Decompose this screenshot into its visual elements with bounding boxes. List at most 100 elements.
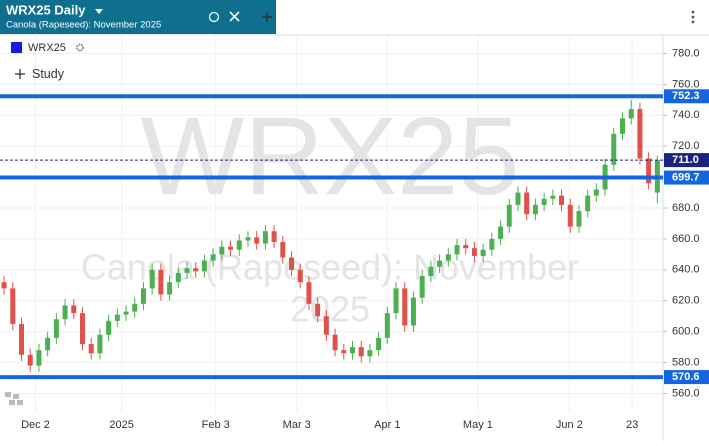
y-tick-label: 620.0 [672,295,700,307]
candle-body [567,204,573,227]
symbol-title: WRX25 Daily [6,2,86,17]
y-tick-label: 740.0 [672,109,700,121]
level-tag [664,170,709,185]
candle-body [236,240,242,250]
candle-body [271,231,277,243]
candle-body [480,249,486,256]
candle-body [289,257,295,270]
candle-body [419,276,425,298]
candle-body [45,337,51,351]
candle-body [184,268,190,273]
symbol-subtitle: Canola (Rapeseed): November 2025 [6,20,161,31]
candle-body [228,246,234,250]
candle-body [393,288,399,314]
candle-body [140,288,146,304]
watermark-text: 2025 [290,289,370,330]
candle-body [149,269,155,289]
legend-swatch [11,42,22,53]
candle-body [132,303,138,312]
menu-icon[interactable] [691,10,695,24]
candle-body [384,313,390,338]
candle-body [262,231,268,244]
candle-body [593,189,599,196]
candle-body [489,238,495,250]
add-tab-icon[interactable] [262,12,272,22]
y-tick-label: 640.0 [672,264,700,276]
close-icon[interactable] [229,11,240,22]
candle-body [437,260,443,267]
level-tag [664,370,709,385]
study-button[interactable]: Study [32,67,65,81]
y-tick-label: 580.0 [672,356,700,368]
candle-body [358,347,364,357]
watermark-text: Canola (Rapeseed): November [81,247,579,288]
dropdown-icon[interactable] [95,9,103,14]
y-tick-label: 780.0 [672,47,700,59]
candle-body [315,303,321,317]
candle-body [27,354,33,366]
candle-body [79,313,85,345]
candle-body [550,195,556,199]
x-tick-label: Apr 1 [374,419,400,431]
candle-body [532,204,538,215]
candle-body [306,282,312,304]
candle-body [167,282,173,295]
candle-body [123,311,129,315]
candle-body [219,246,225,255]
candle-body [367,350,373,357]
y-tick-label: 560.0 [672,387,700,399]
level-label: 752.3 [672,90,700,102]
candle-body [576,211,582,227]
y-tick-label: 680.0 [672,202,700,214]
x-tick-label: Feb 3 [202,419,230,431]
pin-icon[interactable] [208,11,220,23]
level-tag [664,89,709,104]
plot [0,94,663,380]
candle-body [280,242,286,258]
candle-body [332,334,338,351]
y-tick-label: 600.0 [672,326,700,338]
y-tick-label: 760.0 [672,78,700,90]
last-price-tag [664,153,709,168]
candle-body [541,198,547,205]
candle-body [323,316,329,335]
candle-body [376,337,382,351]
candle-body [506,204,512,227]
candle-body [158,269,164,295]
candle-body [62,305,68,320]
candle-body [193,268,199,272]
x-tick-label: Dec 2 [21,419,50,431]
last-price-label: 711.0 [672,154,699,166]
candle-body [619,118,625,134]
candle-body [585,195,591,212]
x-tick-label: 23 [626,419,638,431]
x-tick-label: May 1 [463,419,493,431]
candle-body [254,237,260,244]
candle-body [297,269,303,283]
candle-body [175,272,181,283]
candle-body [71,305,77,314]
level-label: 570.6 [672,371,700,383]
candle-body [515,192,521,205]
candle-body [611,133,617,165]
x-tick-label: 2025 [109,419,133,431]
study-plus-icon[interactable] [15,69,25,79]
candle-body [628,109,634,119]
candle-body [428,266,434,277]
candle-body [498,226,504,239]
candle-body [341,350,347,354]
candle-body [53,319,59,338]
candle-body [410,297,416,326]
candle-body [19,323,25,355]
candle-body [454,245,460,255]
candle-body [210,254,216,261]
x-tick-label: Jun 2 [556,419,583,431]
candle-body [1,282,7,289]
symbol-tab[interactable] [0,0,276,34]
logo-icon [5,392,23,405]
candle-body [402,288,408,326]
settings-icon[interactable] [76,43,84,52]
watermark-text: WRX25 [141,95,520,218]
